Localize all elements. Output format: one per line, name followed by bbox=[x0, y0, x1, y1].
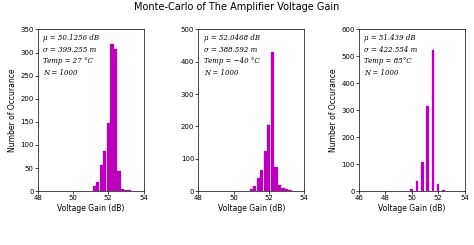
Bar bbox=[114, 49, 117, 191]
Bar bbox=[92, 186, 96, 191]
Bar bbox=[110, 44, 113, 191]
Bar bbox=[96, 182, 100, 191]
X-axis label: Voltage Gain (dB): Voltage Gain (dB) bbox=[218, 204, 285, 213]
Bar bbox=[274, 167, 278, 191]
Bar bbox=[103, 151, 107, 191]
Bar bbox=[249, 189, 253, 191]
Y-axis label: Number of Occurance: Number of Occurance bbox=[329, 69, 338, 152]
Bar bbox=[128, 190, 131, 191]
Bar bbox=[256, 178, 260, 191]
Bar bbox=[421, 162, 424, 191]
Bar bbox=[260, 170, 264, 191]
Bar bbox=[288, 190, 292, 191]
X-axis label: Voltage Gain (dB): Voltage Gain (dB) bbox=[378, 204, 446, 213]
Bar bbox=[432, 49, 434, 191]
Bar bbox=[271, 52, 274, 191]
Bar bbox=[285, 189, 288, 191]
Text: μ = 52.0468 dB
σ = 388.592 m
Temp = −40 °C
N = 1000: μ = 52.0468 dB σ = 388.592 m Temp = −40 … bbox=[204, 34, 260, 77]
Text: μ = 50.1256 dB
σ = 399.255 m
Temp = 27 °C
N = 1000: μ = 50.1256 dB σ = 399.255 m Temp = 27 °… bbox=[43, 34, 99, 77]
Bar bbox=[117, 171, 120, 191]
Bar bbox=[253, 186, 256, 191]
Bar bbox=[426, 106, 429, 191]
Bar bbox=[416, 181, 418, 191]
X-axis label: Voltage Gain (dB): Voltage Gain (dB) bbox=[57, 204, 124, 213]
Bar bbox=[437, 184, 439, 191]
Bar bbox=[410, 189, 413, 191]
Bar bbox=[267, 125, 271, 191]
Text: μ = 51.439 dB
σ = 422.554 m
Temp = 85°C
N = 1000: μ = 51.439 dB σ = 422.554 m Temp = 85°C … bbox=[364, 34, 418, 77]
Bar bbox=[124, 190, 128, 191]
Bar bbox=[121, 189, 124, 191]
Bar bbox=[107, 123, 110, 191]
Bar bbox=[281, 188, 284, 191]
Y-axis label: Number of Occurance: Number of Occurance bbox=[9, 69, 18, 152]
Text: Monte-Carlo of The Amplifier Voltage Gain: Monte-Carlo of The Amplifier Voltage Gai… bbox=[134, 2, 340, 12]
Bar bbox=[278, 185, 281, 191]
Bar bbox=[100, 165, 103, 191]
Bar bbox=[442, 190, 445, 191]
Bar bbox=[264, 151, 267, 191]
